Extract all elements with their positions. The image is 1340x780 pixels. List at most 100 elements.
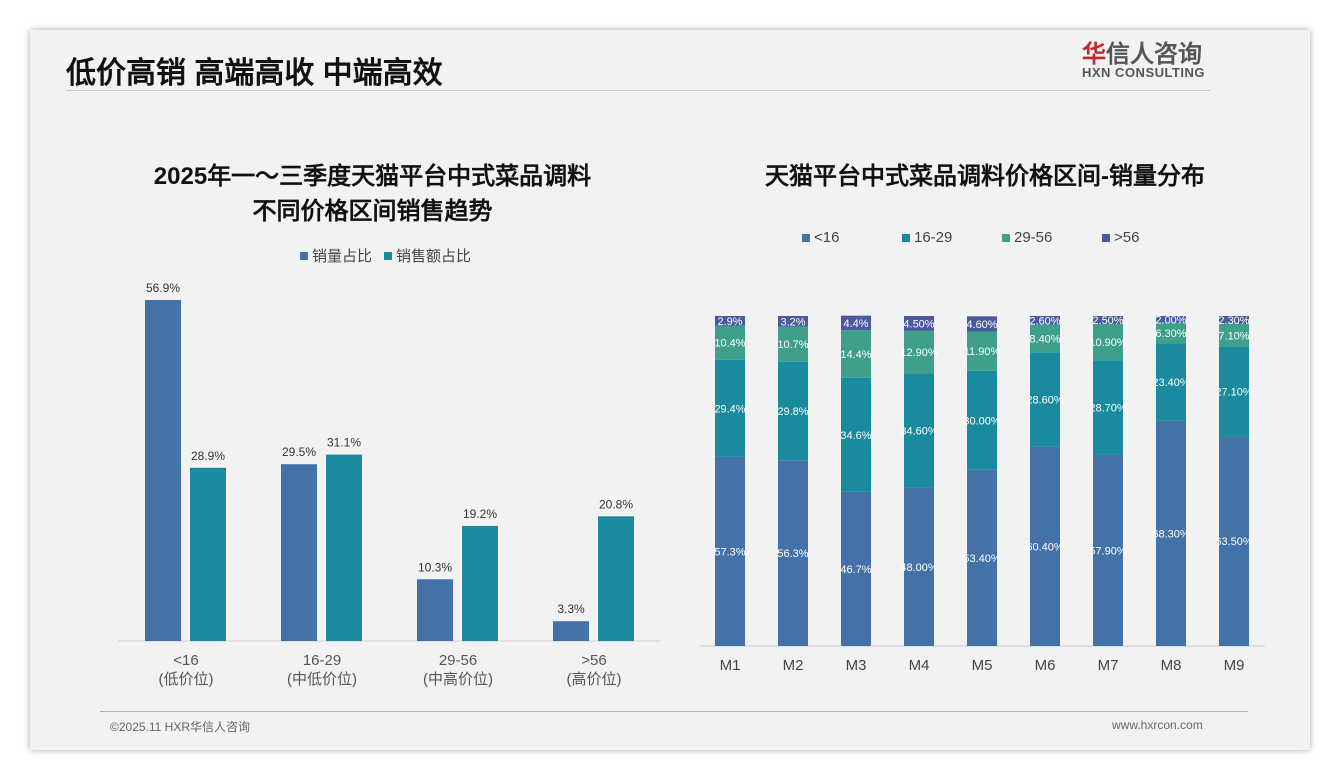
x-tick-label: M9: [1224, 657, 1245, 674]
data-label: 10.4%: [714, 338, 745, 350]
x-tick-label: <16: [173, 652, 198, 669]
stacked-segment-0: [1093, 454, 1123, 646]
stacked-segment-2: [1030, 324, 1060, 353]
bar-sales-volume: [417, 579, 453, 641]
data-label: 56.3%: [777, 548, 808, 560]
data-label: 28.70%: [1089, 403, 1127, 415]
stacked-segment-2: [1156, 322, 1186, 344]
x-tick-label: 29-56: [439, 652, 477, 669]
data-label: 60.40%: [1026, 541, 1064, 553]
x-tick-sublabel: (中低价位): [287, 671, 357, 688]
stacked-segment-0: [841, 491, 871, 646]
data-label: 4.60%: [966, 319, 997, 331]
stacked-segment-0: [1156, 420, 1186, 646]
stacked-segment-0: [715, 456, 745, 646]
legend-label: 16-29: [914, 229, 953, 246]
data-label: 53.40%: [963, 553, 1001, 565]
logo-en: HXN CONSULTING: [1082, 65, 1206, 80]
copyright: ©2025.11 HXR华信人咨询: [110, 720, 250, 734]
header-divider: [66, 90, 1210, 91]
stacked-segment-3: [778, 316, 808, 327]
stacked-segment-2: [1219, 323, 1249, 348]
stacked-segment-0: [967, 469, 997, 646]
stacked-segment-3: [1030, 316, 1060, 325]
x-tick-sublabel: (中高价位): [423, 671, 493, 688]
data-label: 2.00%: [1155, 314, 1186, 326]
data-label: 2.50%: [1092, 315, 1123, 327]
bar-sales-amount: [598, 516, 634, 641]
data-label: 19.2%: [463, 507, 497, 521]
x-tick-label: M5: [972, 657, 993, 674]
legend-swatch: [300, 251, 308, 260]
data-label: 10.90%: [1089, 337, 1127, 349]
legend-item: 29-56: [1002, 229, 1102, 246]
legend-label: 29-56: [1014, 229, 1053, 246]
legend-swatch: [802, 233, 810, 242]
legend-swatch: [902, 233, 910, 242]
x-tick-label: >56: [581, 652, 606, 669]
stacked-segment-0: [778, 460, 808, 646]
bar-sales-volume: [553, 621, 589, 641]
x-tick-label: M4: [909, 657, 930, 674]
data-label: 30.00%: [963, 415, 1001, 427]
data-label: 10.7%: [777, 339, 808, 351]
data-label: 34.60%: [900, 426, 938, 438]
x-tick-label: M8: [1161, 657, 1182, 674]
bar-sales-amount: [326, 454, 362, 641]
bar-sales-volume: [281, 464, 317, 641]
stacked-segment-2: [841, 330, 871, 378]
stacked-segment-3: [904, 316, 934, 331]
stacked-segment-3: [967, 316, 997, 332]
stacked-segment-1: [1219, 347, 1249, 437]
legend-label: <16: [814, 229, 840, 246]
x-tick-sublabel: (低价位): [159, 671, 214, 688]
stacked-segment-0: [904, 487, 934, 646]
left-chart-title: 2025年一～三季度天猫平台中式菜品调料 不同价格区间销售趋势: [100, 156, 645, 226]
stacked-segment-3: [1156, 316, 1186, 323]
data-label: 27.10%: [1215, 387, 1253, 399]
x-tick-sublabel: (高价位): [567, 671, 622, 688]
stacked-segment-1: [715, 359, 745, 457]
stacked-segment-2: [1093, 324, 1123, 361]
stacked-segment-1: [1093, 360, 1123, 455]
x-tick-label: M3: [846, 657, 867, 674]
data-label: 11.90%: [964, 346, 1001, 358]
data-label: 3.3%: [557, 602, 585, 616]
x-tick-label: M1: [720, 657, 741, 674]
stacked-segment-3: [715, 316, 745, 326]
data-label: 31.1%: [327, 436, 361, 450]
data-label: 29.8%: [777, 406, 808, 418]
data-label: 2.9%: [717, 316, 742, 328]
data-label: 12.90%: [900, 347, 938, 359]
x-tick-label: M6: [1035, 657, 1056, 674]
stacked-segment-0: [1030, 446, 1060, 646]
stacked-segment-1: [904, 373, 934, 488]
legend-label: >56: [1114, 229, 1140, 246]
bar-sales-amount: [462, 525, 498, 641]
data-label: 23.40%: [1152, 377, 1190, 389]
data-label: 48.00%: [900, 562, 938, 574]
stacked-segment-3: [1219, 316, 1249, 324]
data-label: 20.8%: [599, 497, 633, 511]
bar-sales-volume: [145, 300, 181, 641]
bar-sales-amount: [190, 467, 226, 641]
legend-label: 销售额占比: [396, 248, 472, 265]
data-label: 56.9%: [146, 281, 180, 295]
stacked-segment-1: [1030, 352, 1060, 447]
stacked-segment-0: [1219, 436, 1249, 646]
data-label: 28.9%: [191, 449, 225, 463]
data-label: 6.30%: [1155, 328, 1186, 340]
legend-label: 销量占比: [312, 248, 373, 265]
left-legend: 销量占比 销售额占比: [300, 245, 471, 266]
data-label: 28.60%: [1026, 394, 1064, 406]
legend-item: 16-29: [902, 229, 1002, 246]
stacked-segment-1: [778, 361, 808, 461]
data-label: 10.3%: [418, 560, 452, 574]
website-link[interactable]: www.hxrcon.com: [1112, 718, 1203, 732]
data-label: 68.30%: [1152, 528, 1190, 540]
right-legend: <16 16-29 29-56 >56: [802, 229, 1202, 246]
data-label: 3.2%: [780, 316, 805, 328]
logo-text: 信人咨询: [1106, 41, 1202, 68]
data-label: 34.6%: [840, 430, 871, 442]
